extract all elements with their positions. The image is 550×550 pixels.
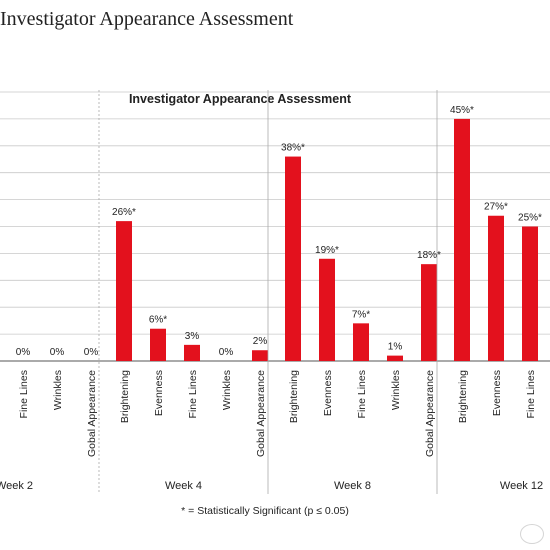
category-label: Brightening (457, 370, 469, 423)
bar (252, 350, 268, 361)
data-label: 27%* (484, 202, 508, 213)
category-label: Fine Lines (525, 370, 537, 418)
data-label: 1% (388, 342, 403, 353)
category-label: Wrinkles (52, 370, 64, 410)
category-label: Gobal Appearance (424, 370, 436, 457)
bar (387, 355, 403, 361)
data-label: 0% (84, 347, 99, 358)
data-label: 0% (50, 347, 65, 358)
chart-title: Investigator Appearance Assessment (129, 92, 352, 106)
category-label: Evenness (491, 370, 503, 416)
bar (184, 344, 200, 361)
data-label: 45%* (450, 105, 474, 116)
bar (285, 156, 301, 361)
category-label: Gobal Appearance (86, 370, 98, 457)
bar (150, 328, 166, 361)
group-label: Week 4 (165, 480, 202, 492)
data-label: 25%* (518, 213, 542, 224)
data-label: 19%* (315, 245, 339, 256)
bar (454, 118, 470, 362)
data-label: 18%* (417, 250, 441, 261)
watermark-icon (520, 524, 544, 544)
data-label: 0% (219, 347, 234, 358)
data-label: 38%* (281, 143, 305, 154)
category-label: Evenness (322, 370, 334, 416)
category-label: Fine Lines (18, 370, 30, 418)
bar (522, 226, 538, 361)
data-label: 2% (253, 336, 268, 347)
category-label: Brightening (119, 370, 131, 423)
data-label: 7%* (352, 309, 370, 320)
group-label: Week 8 (334, 480, 371, 492)
data-label: 26%* (112, 207, 136, 218)
category-label: Fine Lines (187, 370, 199, 418)
category-label: Gobal Appearance (255, 370, 267, 457)
chart-footnote: * = Statistically Significant (p ≤ 0.05) (181, 505, 349, 517)
category-label: Evenness (153, 370, 165, 416)
category-label: Wrinkles (221, 370, 233, 410)
category-label: Brightening (288, 370, 300, 423)
group-label: Week 2 (0, 480, 33, 492)
data-label: 3% (185, 331, 200, 342)
bar (353, 323, 369, 361)
bar (488, 215, 504, 361)
data-label: 0% (16, 347, 31, 358)
data-label: 6%* (149, 315, 167, 326)
bar (421, 264, 437, 361)
bar (116, 221, 132, 361)
category-label: Fine Lines (356, 370, 368, 418)
bar (319, 258, 335, 361)
category-label: Wrinkles (390, 370, 402, 410)
page-title: Investigator Appearance Assessment (0, 8, 294, 30)
group-label: Week 12 (500, 480, 543, 492)
